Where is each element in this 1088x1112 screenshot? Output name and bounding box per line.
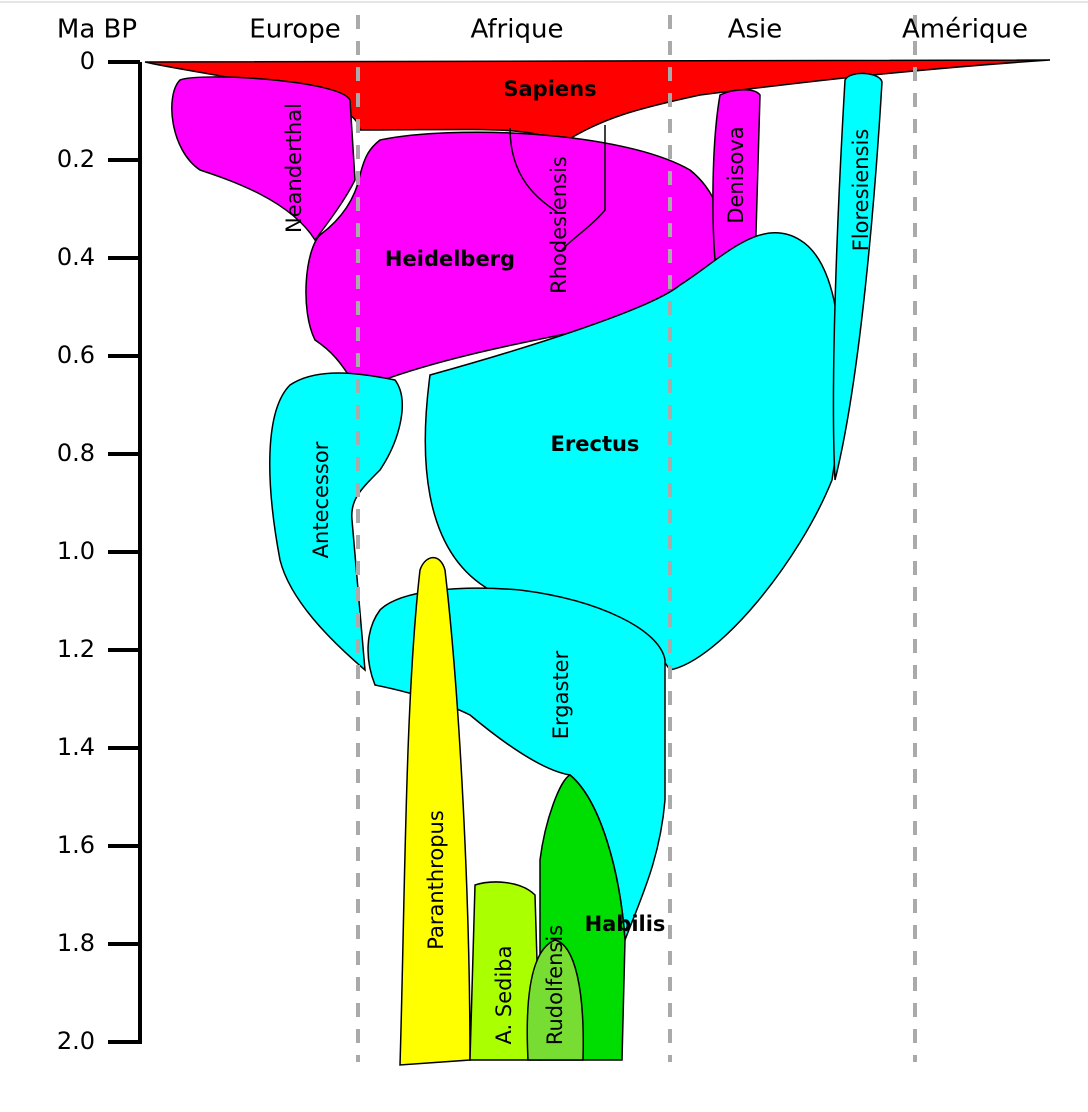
neanderthal-shape [171,76,356,242]
tick-label: 1.4 [57,733,95,761]
tick-label: 1.2 [57,635,95,663]
tick-label: 1.6 [57,831,95,859]
species-label: Neanderthal [282,103,306,233]
species-label: Sapiens [503,77,596,101]
tick-label: 2.0 [57,1027,95,1055]
species-label: Habilis [585,912,666,936]
species-label: Antecessor [309,441,333,558]
sediba-shape [469,881,541,1061]
species-label: Erectus [551,432,640,456]
species-label: Rudolfensis [543,925,567,1045]
tick-label: 0.2 [57,145,95,173]
antecessor-shape [269,372,403,672]
tick-label: 0.4 [57,243,95,271]
species-label: Floresiensis [849,129,873,252]
tick-label: 0.8 [57,439,95,467]
region-label: Amérique [902,15,1028,45]
tick-label: 0 [80,47,95,75]
species-label: A. Sediba [492,946,516,1045]
axis-title: Ma BP [57,15,137,45]
rudolfensis-shape [526,939,585,1061]
region-label: Afrique [471,15,564,45]
tick-label: 1.8 [57,929,95,957]
tick-label: 0.6 [57,341,95,369]
species-label: Rhodesiensis [547,156,571,294]
species-label: Paranthropus [424,810,448,950]
species-label: Heidelberg [385,247,515,271]
heidelberg-shape [305,131,724,391]
paranthropus-shape [399,556,471,1066]
region-label: Asie [728,15,783,45]
species-label: Ergaster [549,650,573,739]
region-label: Europe [249,15,340,45]
rhodesiensis-outline [509,125,606,251]
tick-label: 1.0 [57,537,95,565]
floresiensis-shape [832,72,883,481]
species-label: Denisova [724,126,748,223]
